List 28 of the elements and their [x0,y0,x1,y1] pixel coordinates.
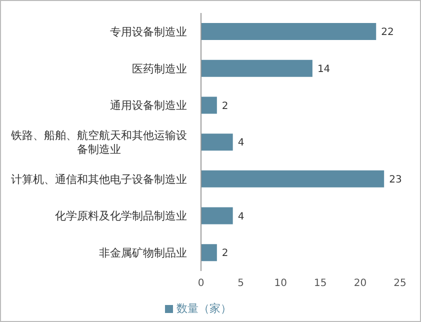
bar [201,244,217,262]
data-label: 22 [381,27,394,38]
x-tick-label: 0 [198,278,204,290]
x-tick-label: 20 [354,278,367,290]
data-label: 4 [238,138,244,149]
x-tick-label: 10 [274,278,287,290]
bar [201,134,233,151]
x-tick-label: 15 [314,278,327,290]
bar [201,96,217,114]
y-tick-label: 非金属矿物制品业 [99,246,187,260]
data-label: 2 [222,248,228,260]
y-tick-label: 铁路、船舶、航空航天和其他运输设备制造业 [10,128,187,156]
y-tick-label: 通用设备制造业 [110,98,187,112]
data-label: 2 [222,100,228,112]
y-tick-label: 计算机、通信和其他电子设备制造业 [11,172,187,186]
x-tick-label: 5 [238,278,244,290]
bar [201,207,233,224]
legend-label: 数量（家） [176,302,232,315]
x-tick-label: 25 [394,278,406,290]
data-label: 4 [238,211,244,222]
y-tick-label: 专用设备制造业 [110,24,187,38]
bar [201,23,376,40]
y-tick-label: 化学原料及化学制品制造业 [55,209,187,222]
y-tick-label: 医药制造业 [132,62,187,75]
data-label: 23 [389,174,402,186]
bar [201,60,312,77]
bar [201,170,384,188]
data-label: 14 [317,64,330,75]
